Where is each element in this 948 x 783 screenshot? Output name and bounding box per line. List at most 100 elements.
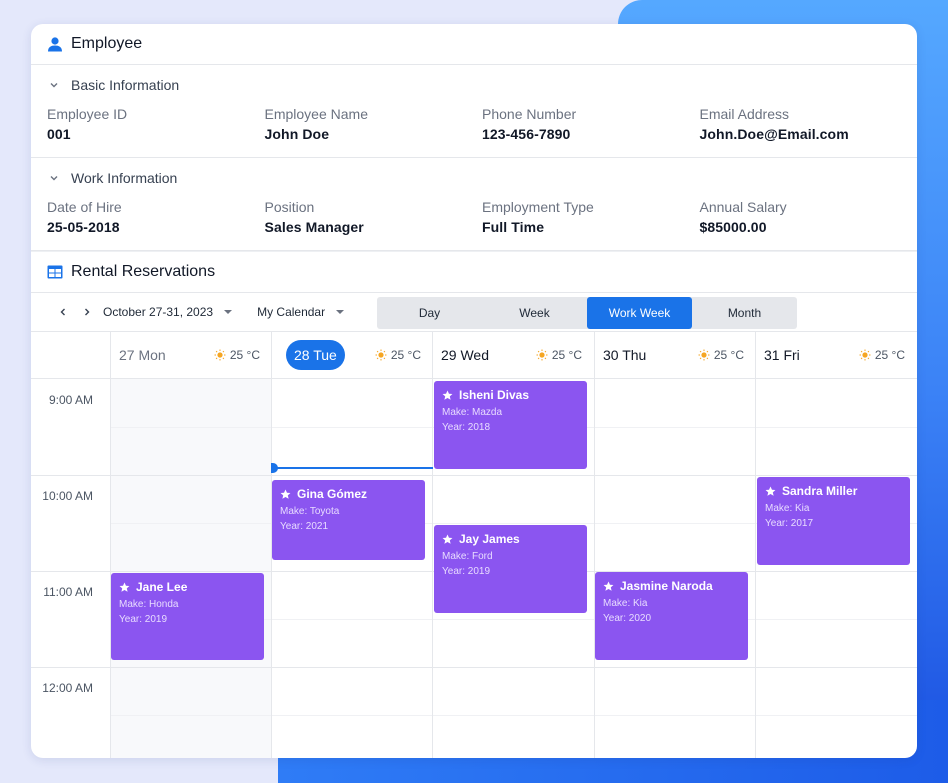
event-title: Isheni Divas: [459, 388, 530, 402]
grid-line: [110, 619, 917, 620]
temperature: 25 °C: [551, 348, 582, 362]
work-info-label: Work Information: [71, 170, 178, 186]
past-day-shade: [110, 379, 271, 758]
field-label: Email Address: [699, 106, 789, 122]
star-icon: [280, 489, 291, 499]
column-divider: [110, 379, 111, 758]
field-value: $85000.00: [699, 219, 767, 235]
field-label: Employee Name: [264, 106, 369, 122]
view-switcher: Day Week Work Week Month: [377, 297, 797, 329]
field-label: Employee ID: [47, 106, 128, 122]
phone-number-field: Phone Number 123-456-7890: [482, 105, 700, 157]
employee-card: Employee Basic Information Employee ID 0…: [31, 24, 917, 758]
basic-info-label: Basic Information: [71, 77, 180, 93]
view-day[interactable]: Day: [418, 306, 441, 320]
column-divider: [271, 379, 272, 758]
weather: 25 °C: [859, 348, 905, 362]
event-card[interactable]: Jane Lee Make: Honda Year: 2019: [111, 573, 264, 660]
basic-info-toggle[interactable]: Basic Information: [31, 65, 917, 105]
work-info-fields: Date of Hire 25-05-2018 Position Sales M…: [31, 198, 917, 251]
grid-line: [31, 475, 917, 476]
chevron-right-icon: [85, 308, 90, 316]
event-year: Year: 2019: [119, 614, 168, 625]
temperature: 25 °C: [874, 348, 905, 362]
field-label: Phone Number: [482, 106, 577, 122]
day-header-mon[interactable]: 27 Mon 25 °C: [110, 332, 272, 379]
day-header-fri[interactable]: 31 Fri 25 °C: [755, 332, 917, 379]
event-year: Year: 2019: [442, 566, 491, 577]
sun-icon: [698, 349, 710, 361]
temperature: 25 °C: [229, 348, 260, 362]
rental-header: Rental Reservations: [31, 251, 917, 293]
day-label: 29 Wed: [441, 347, 489, 363]
event-year: Year: 2021: [280, 521, 329, 532]
employee-id-field: Employee ID 001: [47, 105, 265, 157]
hire-date-field: Date of Hire 25-05-2018: [47, 198, 265, 250]
view-week[interactable]: Week: [519, 306, 550, 320]
day-header-thu[interactable]: 30 Thu 25 °C: [594, 332, 756, 379]
day-header-wed[interactable]: 29 Wed 25 °C: [432, 332, 594, 379]
event-card[interactable]: Jay James Make: Ford Year: 2019: [434, 525, 587, 613]
event-title: Jasmine Naroda: [620, 579, 713, 593]
event-make: Make: Kia: [765, 503, 810, 514]
event-make: Make: Toyota: [280, 506, 340, 517]
time-label: 12:00 AM: [42, 681, 93, 695]
field-label: Employment Type: [482, 199, 594, 215]
next-button[interactable]: [75, 300, 99, 324]
grid-line: [110, 715, 917, 716]
event-make: Make: Honda: [119, 599, 179, 610]
field-value: 25-05-2018: [47, 219, 120, 235]
event-year: Year: 2017: [765, 518, 814, 529]
sun-icon: [859, 349, 871, 361]
scheduler-toolbar: October 27-31, 2023 My Calendar Day Week…: [31, 293, 917, 332]
time-label: 11:00 AM: [43, 585, 93, 599]
day-label: 27 Mon: [119, 347, 166, 363]
field-value: Sales Manager: [264, 219, 364, 235]
field-label: Annual Salary: [699, 199, 787, 215]
employee-header: Employee: [31, 24, 917, 65]
view-month[interactable]: Month: [727, 306, 762, 320]
star-icon: [765, 486, 776, 496]
grid-line: [110, 523, 917, 524]
event-title: Jane Lee: [136, 580, 188, 594]
position-field: Position Sales Manager: [265, 198, 483, 250]
event-card[interactable]: Sandra Miller Make: Kia Year: 2017: [757, 477, 910, 565]
calendar-selector[interactable]: My Calendar: [257, 305, 326, 319]
corner-cell: [31, 332, 111, 379]
event-card[interactable]: Isheni Divas Make: Mazda Year: 2018: [434, 381, 587, 469]
field-value: 123-456-7890: [482, 126, 571, 142]
column-divider: [432, 379, 433, 758]
basic-info-fields: Employee ID 001 Employee Name John Doe P…: [31, 105, 917, 158]
prev-button[interactable]: [51, 300, 75, 324]
view-work-week[interactable]: Work Week: [587, 297, 692, 329]
event-year: Year: 2020: [603, 613, 652, 624]
event-card[interactable]: Jasmine Naroda Make: Kia Year: 2020: [595, 572, 748, 660]
star-icon: [603, 581, 614, 591]
event-title: Gina Gómez: [297, 487, 368, 501]
field-value: John.Doe@Email.com: [699, 126, 849, 142]
sun-icon: [214, 349, 226, 361]
day-header-tue[interactable]: 28 Tue 25 °C: [271, 332, 433, 379]
grid-line: [31, 667, 917, 668]
time-label: 10:00 AM: [42, 489, 93, 503]
temperature: 25 °C: [713, 348, 744, 362]
work-info-toggle[interactable]: Work Information: [31, 158, 917, 198]
field-value: Full Time: [482, 219, 545, 235]
caret-down-icon[interactable]: [223, 309, 233, 315]
current-time-line: [271, 467, 433, 469]
weather: 25 °C: [698, 348, 744, 362]
event-make: Make: Kia: [603, 598, 648, 609]
event-title: Jay James: [459, 532, 520, 546]
caret-down-icon[interactable]: [335, 309, 345, 315]
event-make: Make: Ford: [442, 551, 493, 562]
weather: 25 °C: [375, 348, 421, 362]
event-year: Year: 2018: [442, 422, 491, 433]
day-label: 31 Fri: [764, 347, 800, 363]
event-card[interactable]: Gina Gómez Make: Toyota Year: 2021: [272, 480, 425, 560]
email-field: Email Address John.Doe@Email.com: [700, 105, 918, 157]
weather: 25 °C: [536, 348, 582, 362]
date-range-picker[interactable]: October 27-31, 2023: [103, 305, 214, 319]
table-icon: [47, 265, 63, 279]
chevron-down-icon: [50, 176, 58, 181]
field-value: 001: [47, 126, 71, 142]
